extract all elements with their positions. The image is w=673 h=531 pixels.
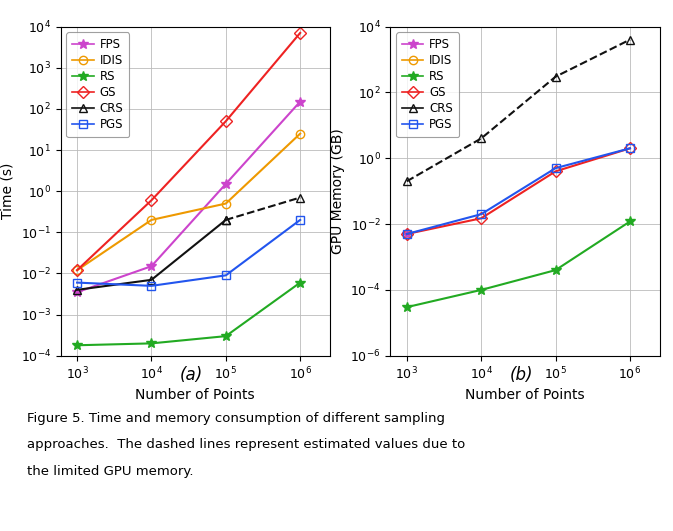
- Text: (a): (a): [180, 366, 203, 384]
- Text: approaches.  The dashed lines represent estimated values due to: approaches. The dashed lines represent e…: [27, 438, 465, 451]
- Y-axis label: GPU Memory (GB): GPU Memory (GB): [330, 129, 345, 254]
- Y-axis label: Time (s): Time (s): [1, 163, 15, 219]
- X-axis label: Number of Points: Number of Points: [465, 388, 585, 401]
- Legend: FPS, IDIS, RS, GS, CRS, PGS: FPS, IDIS, RS, GS, CRS, PGS: [67, 32, 129, 137]
- Text: (b): (b): [510, 366, 533, 384]
- X-axis label: Number of Points: Number of Points: [135, 388, 255, 401]
- Text: the limited GPU memory.: the limited GPU memory.: [27, 465, 193, 477]
- Text: Figure 5. Time and memory consumption of different sampling: Figure 5. Time and memory consumption of…: [27, 412, 445, 424]
- Legend: FPS, IDIS, RS, GS, CRS, PGS: FPS, IDIS, RS, GS, CRS, PGS: [396, 32, 459, 137]
